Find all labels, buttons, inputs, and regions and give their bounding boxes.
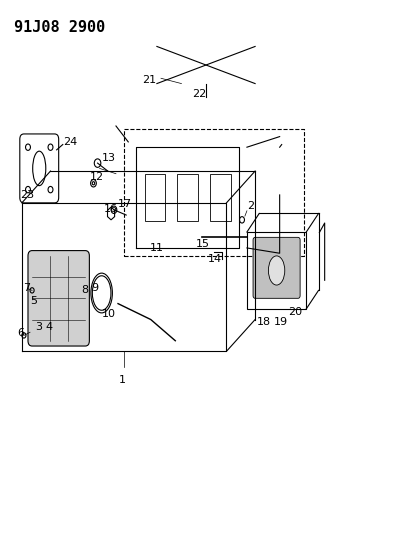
Bar [210, 174, 231, 221]
Text: 15: 15 [196, 239, 210, 249]
Bar [124, 128, 304, 256]
Text: 2: 2 [247, 200, 254, 211]
FancyBboxPatch shape [253, 237, 300, 298]
Text: 16: 16 [104, 204, 118, 214]
Text: 17: 17 [118, 199, 132, 209]
Text: 18: 18 [257, 317, 271, 327]
Text: 12: 12 [89, 172, 103, 182]
Text: 20: 20 [288, 306, 302, 317]
Text: 19: 19 [274, 317, 288, 327]
Text: 10: 10 [102, 309, 116, 319]
Text: 11: 11 [150, 243, 164, 253]
Text: 91J08 2900: 91J08 2900 [14, 20, 105, 35]
Bar [145, 174, 165, 221]
Text: 3: 3 [35, 322, 42, 333]
Bar [247, 232, 306, 309]
Bar [177, 174, 198, 221]
Text: 23: 23 [20, 190, 34, 200]
Text: 1: 1 [119, 375, 126, 385]
FancyBboxPatch shape [28, 251, 89, 346]
Text: 6: 6 [17, 328, 24, 338]
Text: 22: 22 [192, 89, 206, 99]
Text: 9: 9 [91, 282, 98, 293]
Text: 13: 13 [102, 153, 116, 163]
Text: 7: 7 [23, 282, 30, 293]
Ellipse shape [268, 256, 285, 285]
Text: 21: 21 [143, 75, 157, 85]
Text: 14: 14 [208, 254, 222, 263]
Text: 8: 8 [81, 285, 88, 295]
Text: 4: 4 [46, 322, 53, 333]
Text: 24: 24 [63, 137, 78, 147]
Text: 5: 5 [30, 296, 37, 306]
